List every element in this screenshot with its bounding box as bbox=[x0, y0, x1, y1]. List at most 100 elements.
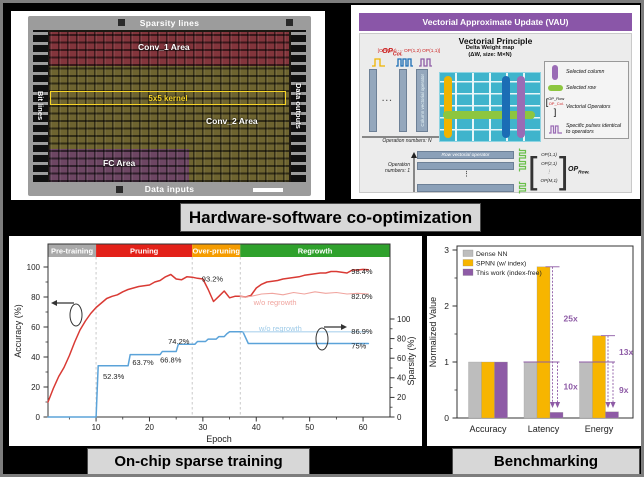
annotation: 86.9% bbox=[351, 327, 373, 336]
caption-benchmarking: Benchmarking bbox=[452, 448, 640, 474]
op-row-label: OPRow. bbox=[568, 166, 590, 176]
benchmark-chart-panel: 0 1 2 3 Normalized Value Accuracy Latency Energ… bbox=[427, 236, 641, 446]
caption-sparse-training: On-chip sparse training bbox=[87, 448, 310, 474]
annotation: 98.4% bbox=[351, 267, 373, 276]
caption-hardware-software: Hardware-software co-optimization bbox=[180, 203, 481, 232]
annotation: 75% bbox=[351, 341, 366, 350]
row-op: OP(M,1) bbox=[540, 177, 558, 183]
map-title-line2: (ΔW, size: M×N) bbox=[468, 52, 512, 59]
pulse-icon-cell bbox=[547, 124, 563, 134]
selected-row-icon bbox=[547, 85, 563, 92]
op-numbers-1-line2: numbers: 1 bbox=[384, 168, 410, 175]
fiducial-mark bbox=[118, 19, 125, 26]
chip-right-pads: Data outputs bbox=[291, 30, 306, 182]
x-tick-label: 20 bbox=[145, 423, 154, 432]
vau-legend-item: Selected row bbox=[547, 85, 626, 92]
operation-numbers-n: Operation numbers: N bbox=[382, 138, 432, 144]
scale-bar bbox=[253, 188, 283, 192]
x-tick-label: 40 bbox=[252, 423, 261, 432]
y-tick-label-left: 0 bbox=[36, 413, 41, 422]
row-bar bbox=[417, 184, 514, 192]
y-tick-label-left: 80 bbox=[31, 293, 40, 302]
fiducial-mark bbox=[116, 186, 123, 193]
bracket-icon-cell: [OP_Row OP_Col.] bbox=[546, 97, 565, 118]
delta-weight-map-title: Delta Weight map (ΔW, size: M×N) bbox=[435, 45, 545, 59]
series-accuracy bbox=[47, 268, 370, 403]
plot-frame bbox=[47, 243, 391, 418]
y-tick-label: 2 bbox=[444, 301, 449, 311]
bar-dense-nn bbox=[579, 361, 593, 419]
legend-label: SPNN (w/ index) bbox=[476, 260, 526, 267]
column-bar bbox=[399, 69, 407, 132]
ellipsis-dots: ··· bbox=[382, 96, 393, 105]
annotation: w/o regrowth bbox=[258, 324, 302, 333]
annotation: 63.7% bbox=[132, 358, 154, 367]
bar-spnn-w-index- bbox=[481, 361, 495, 419]
phase-label: Pruning bbox=[130, 247, 159, 256]
legend-swatch bbox=[462, 249, 474, 257]
conv2-label: Conv_2 Area bbox=[206, 116, 258, 126]
speedup-label: 9x bbox=[619, 385, 629, 395]
column-pill-icon-cell bbox=[547, 65, 563, 80]
annotation-arrowhead bbox=[605, 402, 611, 408]
y-tick-label-right: 80 bbox=[397, 334, 406, 343]
y-axis-title-left: Accuracy (%) bbox=[13, 304, 23, 358]
data-outputs-label: Data outputs bbox=[294, 83, 303, 129]
op-col-label: OPCol. bbox=[382, 46, 403, 58]
y-tick-label-right: 40 bbox=[397, 374, 406, 383]
chip-bottom-strip: Data inputs bbox=[28, 182, 311, 196]
legend-label: This work (index-free) bbox=[476, 270, 542, 277]
phase-label: Over-pruning bbox=[192, 247, 240, 256]
phase-label: Pre-training bbox=[51, 247, 94, 256]
y-tick-label-left: 100 bbox=[27, 263, 41, 272]
y-tick-label-right: 20 bbox=[397, 393, 406, 402]
y-axis-title-right: Sparsity (%) bbox=[406, 336, 416, 385]
phase-band bbox=[192, 244, 241, 257]
x-axis-title: Epoch bbox=[206, 434, 232, 444]
phase-label: Regrowth bbox=[298, 247, 333, 256]
column-bar bbox=[369, 69, 377, 132]
phase-band bbox=[240, 244, 390, 257]
y-tick-label-right: 0 bbox=[397, 413, 402, 422]
selected-row-green bbox=[443, 111, 535, 119]
bar-dense-nn bbox=[523, 361, 538, 419]
row-op: ⋮ bbox=[546, 169, 552, 175]
pulse-icon-green bbox=[518, 148, 527, 161]
conv1-area bbox=[49, 32, 289, 66]
selected-column-icon bbox=[552, 65, 558, 80]
sparsity-lines-label: Sparsity lines bbox=[139, 18, 200, 28]
selected-column-blue bbox=[502, 76, 510, 138]
legend-label: Dense NN bbox=[476, 251, 507, 258]
kernel-label: 5x5 kernel bbox=[148, 93, 188, 103]
y-tick-label: 1 bbox=[444, 357, 449, 367]
bar-this-work-index-free- bbox=[549, 412, 564, 419]
row-bar bbox=[417, 162, 514, 170]
annotation-arrowhead bbox=[554, 402, 561, 408]
selected-column-purple bbox=[517, 76, 525, 138]
op-numbers-1-line1: Operation bbox=[388, 162, 410, 168]
speedup-label: 25x bbox=[564, 313, 578, 323]
selected-column-yellow bbox=[444, 76, 452, 138]
x-tick-label: 10 bbox=[92, 423, 101, 432]
bar-spnn-w-index- bbox=[536, 266, 551, 419]
annotation: 93.2% bbox=[202, 275, 224, 284]
series-accuracy-w-o-regrowth bbox=[239, 291, 369, 298]
chip-top-strip: Sparsity lines bbox=[28, 16, 311, 30]
row-pill-icon-cell bbox=[547, 85, 563, 92]
conv1-label: Conv_1 Area bbox=[138, 42, 190, 52]
bar-this-work-index-free- bbox=[605, 411, 619, 419]
y-tick-label: 0 bbox=[444, 413, 449, 423]
y-tick-label: 3 bbox=[444, 245, 449, 255]
category-label: Accuracy bbox=[469, 424, 507, 434]
vau-legend-label: Selected row bbox=[566, 85, 596, 92]
annotation: 52.3% bbox=[103, 372, 125, 381]
axis-indicator-arrowhead bbox=[341, 324, 347, 330]
pulse-icon-green bbox=[518, 159, 527, 172]
row-operators-list: OP(1,1) OP(2,1) ⋮ OP(M,1) bbox=[536, 151, 562, 185]
column-vectorial-operator-bar: Column vectorial operator bbox=[416, 69, 428, 132]
data-inputs-label: Data inputs bbox=[144, 184, 195, 194]
chip-core-array: 5x5 kernel Conv_1 Area Conv_2 Area FC Ar… bbox=[48, 30, 291, 182]
vau-title-bar: Vectorial Approximate Update (VAU) bbox=[359, 13, 632, 31]
vau-diagram: Vectorial Principle OPCol. [OP(1,N) ⋯ OP… bbox=[359, 33, 632, 194]
